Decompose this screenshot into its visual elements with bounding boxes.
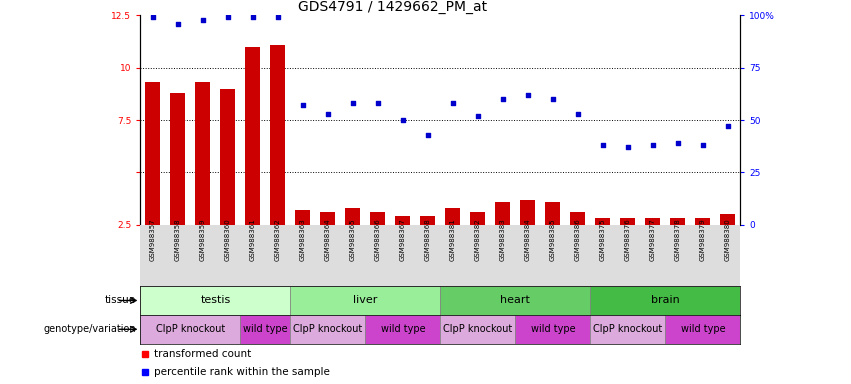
Text: wild type: wild type — [681, 324, 725, 334]
Point — [621, 144, 635, 150]
Bar — [441, 315, 516, 344]
Bar — [545, 202, 560, 277]
Point — [421, 132, 435, 138]
Bar — [320, 212, 335, 277]
Text: ClpP knockout: ClpP knockout — [593, 324, 662, 334]
Point — [371, 100, 385, 106]
Bar — [441, 286, 591, 315]
Point — [346, 100, 360, 106]
Bar — [240, 315, 290, 344]
Bar — [140, 315, 240, 344]
Text: wild type: wild type — [243, 324, 288, 334]
Text: brain: brain — [651, 295, 680, 306]
Point — [596, 142, 609, 148]
Text: ClpP knockout: ClpP knockout — [156, 324, 225, 334]
Bar — [290, 315, 365, 344]
Bar — [245, 47, 260, 277]
Text: heart: heart — [500, 295, 530, 306]
Text: wild type: wild type — [380, 324, 426, 334]
Point — [671, 140, 685, 146]
Text: testis: testis — [200, 295, 231, 306]
Bar — [516, 315, 591, 344]
Title: GDS4791 / 1429662_PM_at: GDS4791 / 1429662_PM_at — [298, 0, 487, 14]
Bar — [396, 216, 410, 277]
Text: ClpP knockout: ClpP knockout — [443, 324, 512, 334]
Bar — [140, 286, 290, 315]
Bar — [365, 315, 440, 344]
Bar — [620, 218, 636, 277]
Text: transformed count: transformed count — [154, 349, 251, 359]
Bar — [370, 212, 386, 277]
Point — [171, 21, 185, 27]
Bar — [591, 315, 665, 344]
Bar — [290, 286, 441, 315]
Text: tissue: tissue — [105, 295, 136, 306]
Point — [546, 96, 560, 102]
Text: ClpP knockout: ClpP knockout — [294, 324, 363, 334]
Bar — [665, 315, 740, 344]
Bar — [720, 214, 735, 277]
Bar — [196, 82, 210, 277]
Text: wild type: wild type — [530, 324, 575, 334]
Point — [721, 123, 734, 129]
Bar — [170, 93, 186, 277]
Bar — [596, 218, 610, 277]
Point — [696, 142, 710, 148]
Point — [446, 100, 460, 106]
Bar — [645, 218, 660, 277]
Point — [146, 14, 160, 20]
Bar — [220, 89, 236, 277]
Bar — [471, 212, 485, 277]
Point — [246, 14, 260, 20]
Bar — [271, 45, 285, 277]
Point — [521, 92, 534, 98]
Point — [396, 117, 409, 123]
Point — [496, 96, 510, 102]
Bar — [445, 208, 460, 277]
Bar — [695, 218, 711, 277]
Point — [271, 14, 285, 20]
Point — [471, 113, 485, 119]
Bar — [591, 286, 740, 315]
Point — [221, 14, 235, 20]
Bar — [570, 212, 585, 277]
Text: percentile rank within the sample: percentile rank within the sample — [154, 366, 330, 377]
Bar — [520, 200, 535, 277]
Point — [646, 142, 660, 148]
Point — [571, 111, 585, 117]
Point — [321, 111, 334, 117]
Text: liver: liver — [353, 295, 378, 306]
Point — [196, 17, 209, 23]
Bar — [146, 82, 161, 277]
Text: genotype/variation: genotype/variation — [43, 324, 136, 334]
Bar — [495, 202, 511, 277]
Bar — [671, 218, 685, 277]
Bar — [420, 216, 436, 277]
Point — [296, 102, 310, 108]
Bar — [295, 210, 311, 277]
Bar — [346, 208, 361, 277]
